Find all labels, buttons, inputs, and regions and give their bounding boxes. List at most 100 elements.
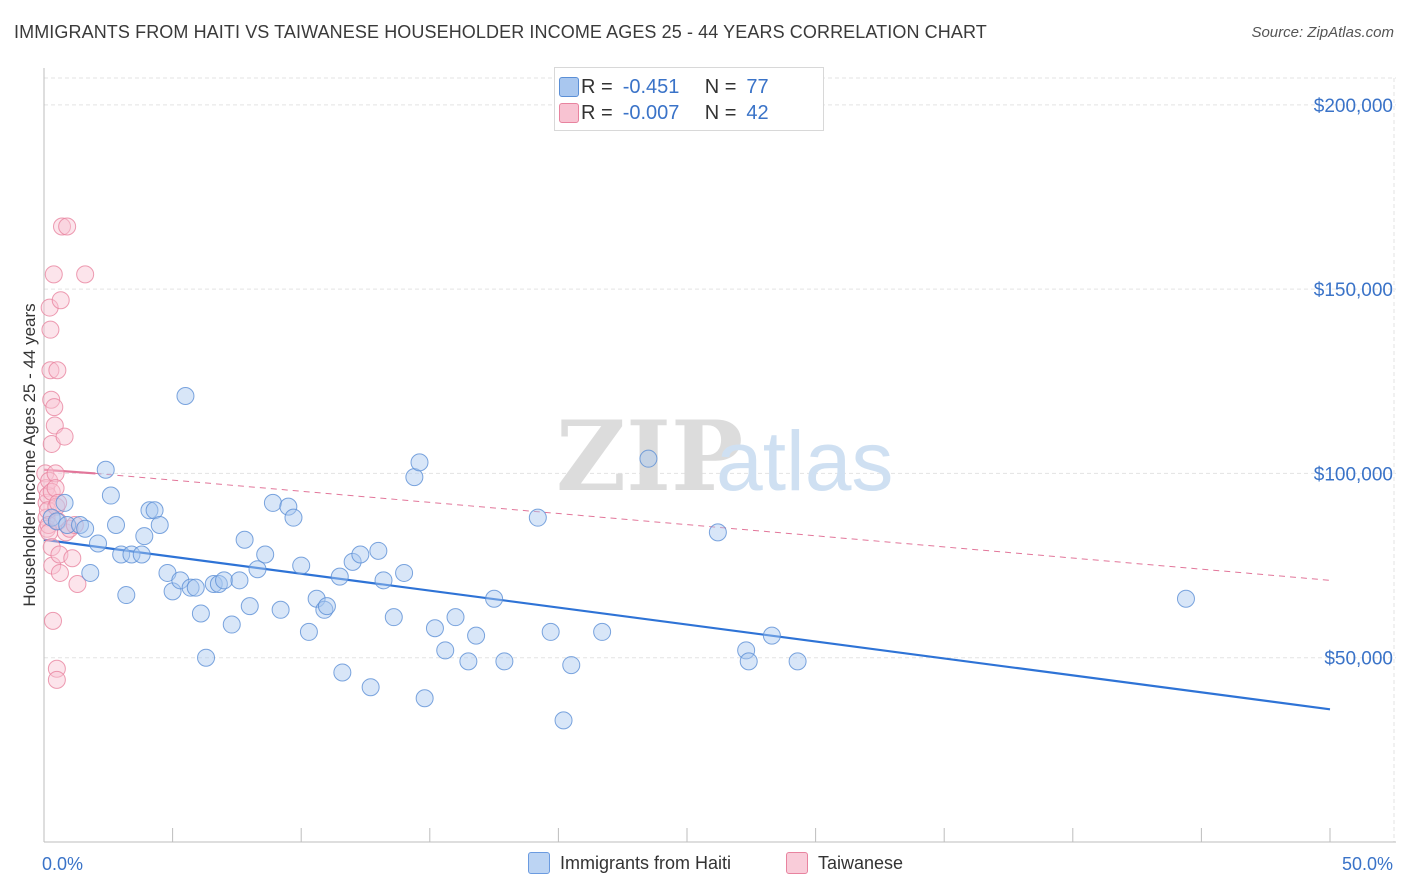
data-point bbox=[235, 530, 254, 549]
data-point bbox=[292, 556, 311, 575]
data-point bbox=[436, 641, 455, 660]
data-point bbox=[68, 575, 87, 593]
stats-box: R = -0.451 N = 77 R = -0.007 N = 42 bbox=[554, 67, 824, 131]
data-point bbox=[171, 571, 190, 590]
data-point bbox=[101, 486, 120, 505]
legend-label-haiti: Immigrants from Haiti bbox=[560, 852, 732, 873]
axes bbox=[43, 68, 1396, 843]
data-point bbox=[284, 508, 303, 527]
data-point bbox=[343, 552, 362, 571]
data-point bbox=[395, 563, 414, 582]
legend-item-haiti[interactable]: Immigrants from Haiti bbox=[528, 852, 731, 874]
data-point bbox=[762, 626, 781, 645]
data-point bbox=[271, 600, 290, 619]
data-point bbox=[42, 538, 61, 557]
data-point bbox=[40, 298, 59, 317]
data-point bbox=[330, 567, 349, 586]
data-point bbox=[42, 508, 61, 527]
data-point bbox=[55, 427, 74, 446]
data-point bbox=[204, 575, 223, 593]
data-point bbox=[135, 527, 154, 546]
data-point bbox=[240, 597, 259, 616]
data-point bbox=[112, 545, 131, 564]
data-point bbox=[263, 493, 282, 512]
n-value: 42 bbox=[746, 101, 769, 124]
data-point bbox=[55, 493, 74, 512]
data-point bbox=[528, 508, 547, 527]
data-point bbox=[317, 597, 336, 616]
stats-row-haiti: R = -0.451 N = 77 bbox=[559, 75, 769, 99]
data-point bbox=[50, 563, 69, 582]
data-point bbox=[186, 578, 205, 597]
data-point bbox=[410, 453, 429, 472]
data-point bbox=[46, 479, 65, 498]
y-tick-labels: $50,000 $100,000 $150,000 $200,000 bbox=[1314, 96, 1393, 670]
data-point bbox=[76, 265, 95, 284]
data-point bbox=[81, 563, 100, 582]
data-point bbox=[48, 361, 67, 380]
data-point bbox=[42, 390, 61, 409]
data-point bbox=[467, 626, 486, 645]
data-point bbox=[384, 608, 403, 627]
data-point bbox=[485, 589, 504, 608]
trendline bbox=[95, 472, 1331, 581]
x-tick-label-max: 50.0% bbox=[1342, 854, 1393, 874]
trendlines bbox=[43, 468, 1331, 711]
data-point bbox=[47, 670, 66, 689]
data-point bbox=[150, 516, 169, 535]
data-point bbox=[71, 516, 90, 535]
y-axis-title: Householder Income Ages 25 - 44 years bbox=[20, 303, 39, 606]
data-point bbox=[58, 217, 77, 236]
watermark-atlas: atlas bbox=[716, 414, 893, 508]
data-point bbox=[46, 464, 65, 483]
trendline bbox=[43, 468, 96, 475]
trendline bbox=[43, 538, 1331, 711]
data-point bbox=[176, 387, 195, 406]
r-label: R = bbox=[581, 101, 613, 124]
data-point bbox=[44, 265, 63, 284]
data-point bbox=[44, 611, 63, 630]
data-point bbox=[40, 471, 59, 490]
data-point bbox=[369, 541, 388, 560]
data-point bbox=[415, 689, 434, 708]
data-point bbox=[181, 578, 200, 597]
legend: Immigrants from Haiti Taiwanese bbox=[0, 852, 1406, 878]
r-value: -0.451 bbox=[622, 75, 680, 98]
data-point bbox=[222, 615, 241, 634]
data-point bbox=[541, 622, 560, 641]
data-point bbox=[788, 652, 807, 671]
data-point bbox=[65, 516, 84, 535]
data-point bbox=[351, 545, 370, 564]
y-tick-label: $200,000 bbox=[1314, 96, 1393, 117]
data-point bbox=[708, 523, 727, 542]
data-point bbox=[459, 652, 478, 671]
data-point bbox=[279, 497, 298, 516]
data-point bbox=[191, 604, 210, 623]
data-point bbox=[554, 711, 573, 730]
data-point bbox=[47, 512, 66, 531]
data-point bbox=[256, 545, 275, 564]
data-point bbox=[361, 678, 380, 697]
data-point bbox=[107, 516, 126, 535]
data-point bbox=[299, 622, 318, 641]
data-point bbox=[53, 217, 72, 236]
data-point bbox=[495, 652, 514, 671]
data-point bbox=[374, 571, 393, 590]
data-point bbox=[230, 571, 249, 590]
data-point bbox=[425, 619, 444, 638]
data-point bbox=[562, 656, 581, 675]
data-point bbox=[51, 291, 70, 310]
stats-swatch-haiti bbox=[559, 77, 579, 97]
legend-item-taiwanese[interactable]: Taiwanese bbox=[786, 852, 903, 874]
data-point bbox=[446, 608, 465, 627]
x-tick-label-min: 0.0% bbox=[42, 854, 83, 874]
y-tick-label: $150,000 bbox=[1314, 280, 1393, 301]
data-point bbox=[1176, 589, 1195, 608]
data-points bbox=[36, 217, 1195, 730]
data-point bbox=[215, 571, 234, 590]
legend-label-taiwanese: Taiwanese bbox=[818, 852, 904, 873]
data-point bbox=[43, 556, 62, 575]
data-point bbox=[209, 575, 228, 593]
data-point bbox=[41, 361, 60, 380]
